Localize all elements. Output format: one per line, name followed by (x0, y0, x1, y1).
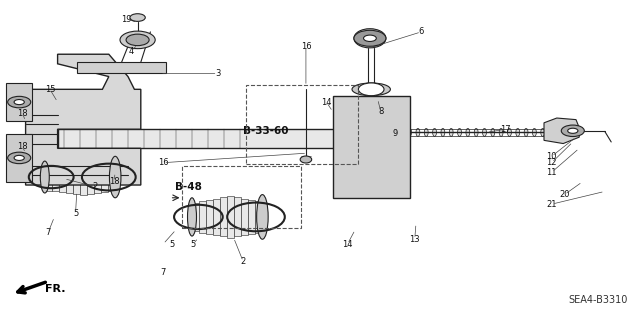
Text: 13: 13 (410, 235, 420, 244)
Text: 18: 18 (17, 109, 28, 118)
Text: 10: 10 (547, 152, 557, 161)
Ellipse shape (109, 156, 121, 198)
Circle shape (354, 30, 386, 46)
Ellipse shape (474, 129, 478, 137)
Ellipse shape (483, 129, 486, 137)
Ellipse shape (416, 129, 420, 137)
Text: 12: 12 (547, 158, 557, 167)
FancyBboxPatch shape (6, 134, 32, 182)
FancyBboxPatch shape (227, 196, 234, 238)
Text: 18: 18 (17, 142, 28, 151)
Ellipse shape (441, 129, 445, 137)
FancyBboxPatch shape (192, 203, 199, 231)
Ellipse shape (449, 129, 453, 137)
FancyBboxPatch shape (255, 201, 262, 233)
Ellipse shape (524, 129, 528, 137)
FancyBboxPatch shape (333, 96, 410, 198)
Text: FR.: FR. (45, 284, 65, 294)
FancyBboxPatch shape (52, 163, 59, 191)
FancyBboxPatch shape (58, 129, 403, 148)
Text: 7: 7 (161, 268, 166, 277)
FancyBboxPatch shape (45, 163, 52, 190)
Text: SEA4-B3310: SEA4-B3310 (569, 295, 628, 305)
Ellipse shape (120, 31, 155, 48)
Circle shape (126, 34, 149, 46)
FancyBboxPatch shape (234, 197, 241, 236)
FancyBboxPatch shape (101, 162, 108, 192)
Text: 16: 16 (158, 158, 168, 167)
Text: 18: 18 (109, 177, 119, 186)
Ellipse shape (458, 129, 461, 137)
Text: 5: 5 (169, 240, 174, 249)
Ellipse shape (499, 129, 503, 137)
Text: B-48: B-48 (175, 182, 202, 192)
FancyBboxPatch shape (80, 160, 87, 195)
Text: 7: 7 (45, 228, 51, 237)
Ellipse shape (188, 198, 196, 236)
Text: 9: 9 (393, 130, 398, 138)
Text: 21: 21 (547, 200, 557, 209)
Text: 14: 14 (342, 240, 353, 249)
FancyBboxPatch shape (248, 200, 255, 234)
FancyBboxPatch shape (73, 160, 80, 194)
Text: 16: 16 (301, 42, 311, 51)
Ellipse shape (516, 129, 520, 137)
FancyBboxPatch shape (213, 199, 220, 235)
FancyBboxPatch shape (94, 161, 101, 193)
Ellipse shape (433, 129, 436, 137)
Ellipse shape (541, 129, 545, 137)
Ellipse shape (508, 129, 511, 137)
Text: 5: 5 (191, 240, 196, 249)
Ellipse shape (408, 129, 412, 137)
Text: 14: 14 (321, 98, 332, 107)
Ellipse shape (352, 83, 390, 96)
FancyBboxPatch shape (199, 201, 206, 233)
Ellipse shape (354, 29, 386, 48)
Circle shape (358, 83, 384, 96)
Circle shape (568, 128, 578, 133)
Ellipse shape (532, 129, 536, 137)
Text: 11: 11 (547, 168, 557, 177)
Circle shape (8, 152, 31, 164)
Text: 17: 17 (500, 125, 511, 134)
Polygon shape (26, 54, 141, 185)
Text: B-33-60: B-33-60 (243, 126, 289, 136)
Text: 8: 8 (378, 107, 383, 116)
FancyBboxPatch shape (66, 161, 73, 193)
Text: 2: 2 (241, 257, 246, 266)
Text: 5: 5 (73, 209, 78, 218)
Text: 15: 15 (45, 85, 55, 94)
Ellipse shape (491, 129, 495, 137)
Text: 3: 3 (215, 69, 220, 78)
Text: 20: 20 (559, 190, 570, 199)
FancyBboxPatch shape (220, 197, 227, 236)
Ellipse shape (40, 161, 49, 193)
Circle shape (130, 14, 145, 21)
Text: 6: 6 (419, 27, 424, 36)
Circle shape (364, 35, 376, 41)
Circle shape (8, 96, 31, 108)
Text: 2: 2 (92, 182, 97, 191)
Text: 19: 19 (122, 15, 132, 24)
Ellipse shape (300, 156, 312, 163)
Circle shape (14, 155, 24, 160)
FancyBboxPatch shape (59, 162, 66, 192)
FancyBboxPatch shape (206, 200, 213, 234)
FancyBboxPatch shape (108, 163, 115, 191)
FancyBboxPatch shape (241, 199, 248, 235)
Polygon shape (544, 118, 579, 144)
Text: 1: 1 (378, 85, 383, 94)
Text: 4: 4 (129, 47, 134, 56)
Circle shape (561, 125, 584, 137)
FancyBboxPatch shape (77, 62, 166, 73)
Ellipse shape (424, 129, 428, 137)
Circle shape (14, 100, 24, 105)
FancyBboxPatch shape (6, 83, 32, 121)
Ellipse shape (257, 195, 268, 239)
Ellipse shape (549, 129, 553, 137)
Ellipse shape (466, 129, 470, 137)
FancyBboxPatch shape (87, 160, 94, 194)
